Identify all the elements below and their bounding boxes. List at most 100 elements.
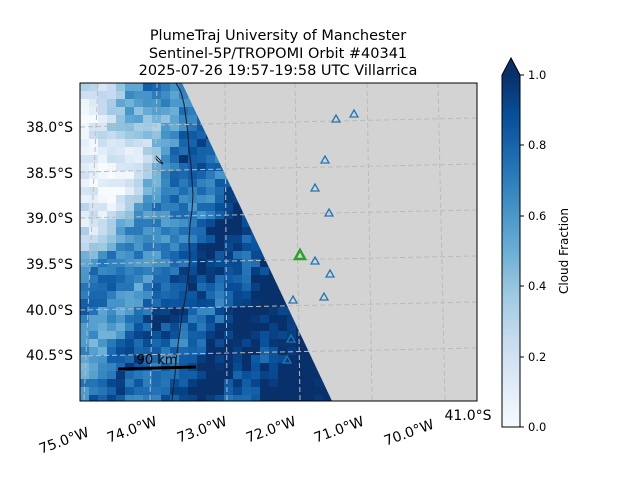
lat-label: 38.0°S [26,120,73,136]
cloud-fraction-cell [260,267,270,276]
cloud-fraction-cell [197,323,207,332]
cloud-fraction-cell [179,251,189,260]
cloud-fraction-cell [152,235,162,244]
colorbar-extend-triangle [502,58,520,75]
cloud-fraction-cell [233,323,243,332]
cloud-fraction-cell [215,251,225,260]
cloud-fraction-cell [152,139,162,148]
cloud-fraction-cell [188,227,198,236]
lat-label: 38.5°S [26,166,73,182]
cloud-fraction-cell [134,307,144,316]
cloud-fraction-cell [161,211,171,220]
cloud-fraction-cell [179,203,189,212]
cloud-fraction-cell [116,115,126,124]
cloud-fraction-cell [161,219,171,228]
cloud-fraction-cell [125,123,135,132]
cloud-fraction-cell [134,299,144,308]
cloud-fraction-cell [161,171,171,180]
cloud-fraction-cell [143,131,153,140]
cloud-fraction-cell [314,379,324,388]
cloud-fraction-cell [107,115,117,124]
cloud-fraction-cell [197,379,207,388]
cloud-fraction-cell [80,291,90,300]
cloud-fraction-cell [134,371,144,380]
cloud-fraction-cell [152,219,162,228]
cloud-fraction-cell [98,227,108,236]
cloud-fraction-cell [224,323,234,332]
cloud-fraction-cell [224,267,234,276]
colorbar-tick-label: 0.8 [528,138,546,152]
cloud-fraction-cell [197,347,207,356]
cloud-fraction-cell [116,235,126,244]
cloud-fraction-cell [134,339,144,348]
cloud-fraction-cell [179,91,189,100]
cloud-fraction-cell [134,83,144,92]
title-line-3: 2025-07-26 19:57-19:58 UTC Villarrica [139,63,418,79]
cloud-fraction-cell [134,147,144,156]
cloud-fraction-cell [305,379,315,388]
colorbar-gradient [502,75,520,427]
cloud-fraction-cell [215,195,225,204]
cloud-fraction-cell [179,107,189,116]
cloud-fraction-cell [107,235,117,244]
cloud-fraction-cell [152,179,162,188]
cloud-fraction-cell [80,299,90,308]
cloud-fraction-cell [143,259,153,268]
cloud-fraction-cell [251,363,261,372]
cloud-fraction-cell [233,347,243,356]
cloud-fraction-cell [98,371,108,380]
cloud-fraction-cell [161,315,171,324]
cloud-fraction-cell [233,339,243,348]
cloud-fraction-cell [251,379,261,388]
cloud-fraction-cell [134,379,144,388]
cloud-fraction-cell [224,291,234,300]
cloud-fraction-cell [116,291,126,300]
cloud-fraction-cell [278,307,288,316]
cloud-fraction-cell [143,267,153,276]
cloud-fraction-cell [251,299,261,308]
cloud-fraction-cell [143,291,153,300]
cloud-fraction-cell [188,307,198,316]
cloud-fraction-cell [143,203,153,212]
cloud-fraction-cell [125,179,135,188]
cloud-fraction-cell [161,203,171,212]
cloud-fraction-cell [224,307,234,316]
cloud-fraction-cell [206,179,216,188]
cloud-fraction-cell [287,371,297,380]
cloud-fraction-cell [89,355,99,364]
cloud-fraction-cell [143,211,153,220]
cloud-fraction-cell [251,259,261,268]
cloud-fraction-cell [143,163,153,172]
scale-bar-label: 90 km [137,353,178,368]
cloud-fraction-cell [215,371,225,380]
cloud-fraction-cell [107,139,117,148]
cloud-fraction-cell [260,387,270,396]
cloud-fraction-cell [197,179,207,188]
cloud-fraction-cell [260,379,270,388]
cloud-fraction-cell [170,187,180,196]
cloud-fraction-cell [314,395,324,401]
cloud-fraction-cell [98,355,108,364]
cloud-fraction-cell [107,251,117,260]
cloud-fraction-cell [197,155,207,164]
cloud-fraction-cell [188,163,198,172]
cloud-fraction-cell [278,315,288,324]
cloud-fraction-cell [305,387,315,396]
cloud-fraction-cell [98,283,108,292]
cloud-fraction-cell [107,211,117,220]
cloud-fraction-cell [179,187,189,196]
cloud-fraction-cell [188,275,198,284]
cloud-fraction-cell [179,195,189,204]
cloud-fraction-cell [197,123,207,132]
cloud-fraction-cell [143,283,153,292]
cloud-fraction-cell [224,347,234,356]
volcano-marker [348,108,360,118]
cloud-fraction-cell [152,211,162,220]
cloud-fraction-cell [143,387,153,396]
cloud-fraction-cell [161,355,171,364]
cloud-fraction-cell [197,371,207,380]
cloud-fraction-cell [161,83,171,92]
cloud-fraction-cell [143,139,153,148]
cloud-fraction-cell [98,219,108,228]
cloud-fraction-cell [206,155,216,164]
